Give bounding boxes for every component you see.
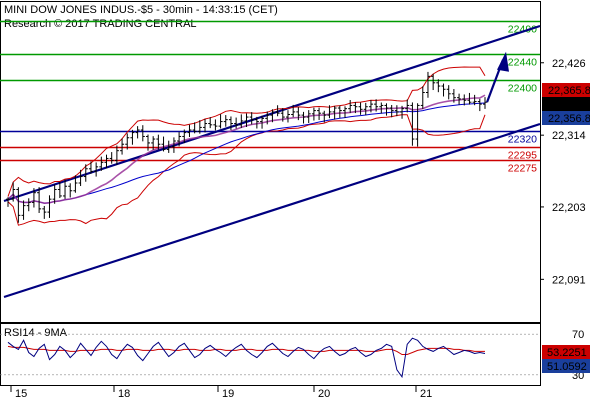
rsi-line — [7, 337, 486, 379]
level-label: 22490 — [508, 24, 537, 36]
price-tag-label: 22,356.8 — [548, 113, 590, 125]
rsi-title: RSI14 - 9MA — [4, 327, 68, 339]
rsi-value-tag-box — [542, 345, 590, 359]
level-label: 22320 — [508, 134, 537, 146]
rsi-panel-frame — [0, 323, 541, 386]
price-axis: 22,426 22,314 22,203 22,091 — [540, 58, 586, 286]
rsi-value-tag-label: 51.0592 — [547, 361, 587, 373]
price-axis-label: 22,426 — [552, 58, 586, 70]
bollinger-bands — [7, 66, 486, 226]
level-label: 22275 — [508, 163, 537, 175]
price-tag-box — [542, 83, 590, 97]
price-tag-box — [542, 111, 590, 125]
time-axis-label: 20 — [318, 388, 330, 400]
time-axis-label: 21 — [420, 388, 432, 400]
chart-title: MINI DOW JONES INDUS.-$5 - 30min - 14:33… — [4, 4, 278, 16]
level-label: 22400 — [508, 83, 537, 95]
level-label: 22440 — [508, 57, 537, 69]
bollinger-lower-band — [7, 114, 486, 226]
price-tag-label: 22,365.8 — [548, 85, 590, 97]
rsi-value-tag-label: 53.2251 — [547, 347, 587, 359]
time-axis-label: 19 — [222, 388, 234, 400]
price-bars — [6, 71, 487, 223]
time-axis-label: 18 — [118, 388, 130, 400]
price-axis-label: 22,091 — [552, 274, 586, 286]
price-tag-label: 22,365 — [548, 99, 582, 111]
trend-channel — [3, 24, 541, 299]
level-label: 22295 — [508, 150, 537, 162]
rsi-value-tag-box — [542, 359, 590, 373]
bollinger-upper-band — [7, 66, 486, 197]
time-axis-label: 15 — [15, 388, 27, 400]
price-tags: 22,365.8 22,365 22,356.8 — [542, 83, 590, 125]
forecast-arrow — [485, 51, 509, 103]
price-axis-label: 22,314 — [552, 130, 586, 142]
time-axis: 15 18 19 20 21 — [0, 385, 540, 400]
forecast-arrow-head — [497, 51, 509, 72]
main-panel-frame — [0, 1, 541, 323]
chart-subtitle: Research © 2017 TRADING CENTRAL — [4, 18, 197, 30]
price-axis-label: 22,203 — [552, 202, 586, 214]
price-tag-box — [542, 97, 590, 111]
rsi-lines — [0, 333, 540, 379]
rsi-axis-label: 70 — [572, 329, 584, 341]
channel-lower-line — [3, 122, 541, 299]
